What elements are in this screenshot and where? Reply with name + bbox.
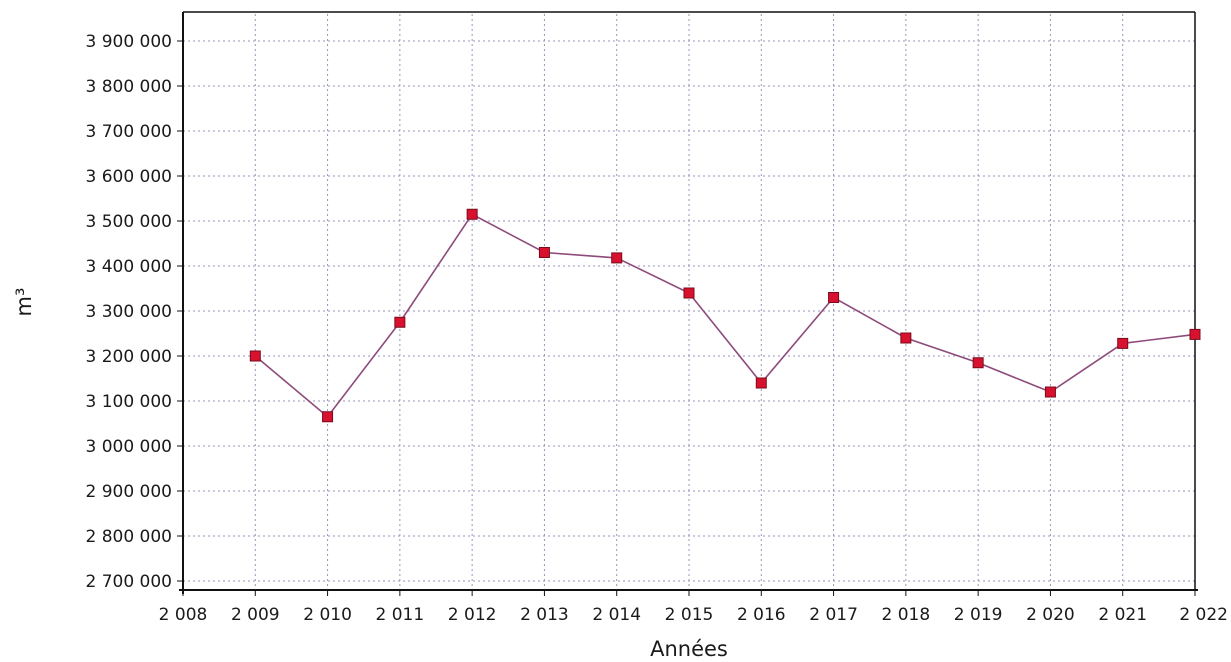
data-point — [1189, 328, 1201, 340]
data-point — [1044, 386, 1056, 398]
data-point — [611, 252, 623, 264]
data-point — [755, 377, 767, 389]
y-tick-label: 3 100 000 — [85, 392, 172, 412]
x-tick-label: 2 017 — [809, 605, 858, 625]
data-point — [1117, 337, 1129, 349]
data-point — [322, 411, 334, 423]
tick-labels: 2 700 000 2 800 000 2 900 000 3 000 000 3 10… — [85, 32, 1228, 625]
x-tick-label: 2 020 — [1026, 605, 1075, 625]
x-tick-label: 2 019 — [954, 605, 1003, 625]
series-layer — [249, 208, 1201, 423]
x-tick-label: 2 008 — [159, 605, 208, 625]
x-tick-label: 2 013 — [520, 605, 569, 625]
x-tick-label: 2 021 — [1098, 605, 1147, 625]
x-tick-label: 2 011 — [376, 605, 425, 625]
x-tick-label: 2 016 — [737, 605, 786, 625]
data-point — [972, 357, 984, 369]
grid-lines — [183, 14, 1196, 590]
data-point — [900, 332, 912, 344]
y-tick-label: 3 700 000 — [85, 122, 172, 142]
y-tick-label: 3 600 000 — [85, 167, 172, 187]
y-tick-label: 3 200 000 — [85, 347, 172, 367]
x-tick-label: 2 015 — [665, 605, 714, 625]
y-tick-label: 2 800 000 — [85, 527, 172, 547]
y-tick-label: 3 900 000 — [85, 32, 172, 52]
data-point — [538, 247, 550, 258]
data-point — [394, 316, 406, 328]
x-tick-label: 2 014 — [592, 605, 641, 625]
y-tick-label: 3 800 000 — [85, 77, 172, 97]
y-tick-label: 3 500 000 — [85, 212, 172, 232]
data-point — [249, 350, 261, 362]
y-axis-title: m³ — [12, 288, 36, 317]
x-tick-label: 2 012 — [448, 605, 497, 625]
data-point — [683, 287, 695, 299]
x-axis-title: Années — [650, 637, 728, 661]
x-tick-label: 2 022 — [1179, 605, 1228, 625]
y-tick-label: 3 000 000 — [85, 437, 172, 457]
data-point — [828, 292, 840, 303]
y-tick-label: 2 700 000 — [85, 572, 172, 592]
y-tick-label: 3 300 000 — [85, 302, 172, 322]
data-point — [466, 208, 478, 220]
y-tick-label: 2 900 000 — [85, 482, 172, 502]
x-tick-label: 2 010 — [303, 605, 352, 625]
series-line — [254, 213, 1196, 418]
x-tick-label: 2 009 — [231, 605, 280, 625]
y-tick-label: 3 400 000 — [85, 257, 172, 277]
x-tick-label: 2 018 — [882, 605, 931, 625]
